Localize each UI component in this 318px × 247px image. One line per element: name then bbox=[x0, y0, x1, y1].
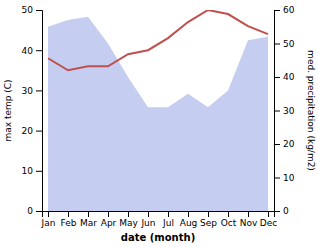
tick-label: 50 bbox=[22, 5, 34, 15]
tick-mark bbox=[274, 144, 280, 145]
tick-label: 50 bbox=[283, 39, 295, 49]
tick-mark bbox=[268, 211, 269, 217]
tick: Mar bbox=[80, 211, 97, 228]
tick-mark bbox=[148, 211, 149, 217]
tick: Jun bbox=[140, 211, 155, 228]
tick: Oct bbox=[221, 211, 237, 228]
tick: 20 bbox=[22, 126, 42, 136]
tick: 10 bbox=[22, 166, 42, 176]
tick-mark bbox=[274, 44, 280, 45]
y2-axis: 0 10 20 30 40 50 60 bbox=[274, 5, 295, 216]
tick-label: 30 bbox=[22, 86, 34, 96]
x-axis-title: date (month) bbox=[121, 232, 195, 243]
tick-mark bbox=[274, 211, 280, 212]
tick-label: 40 bbox=[22, 46, 34, 56]
y2-axis-title: med. precipitation (kg/m2) bbox=[306, 50, 316, 171]
tick: Nov bbox=[240, 211, 258, 228]
tick: 10 bbox=[274, 173, 295, 183]
tick-label: Feb bbox=[61, 218, 77, 228]
tick: Jan bbox=[41, 211, 56, 228]
area bbox=[48, 17, 268, 211]
tick-mark bbox=[274, 77, 280, 78]
tick-mark bbox=[168, 211, 169, 217]
tick: 40 bbox=[22, 46, 42, 56]
tick-mark bbox=[128, 211, 129, 217]
tick-label: 10 bbox=[22, 166, 34, 176]
tick: 0 bbox=[274, 206, 289, 216]
tick: Jul bbox=[162, 211, 174, 228]
tick-label: 0 bbox=[283, 206, 289, 216]
tick: Apr bbox=[101, 211, 117, 228]
tick-mark bbox=[108, 211, 109, 217]
tick: 50 bbox=[22, 5, 42, 15]
tick-label: Apr bbox=[101, 218, 117, 228]
tick-label: 40 bbox=[283, 72, 295, 82]
x-axis: Jan FebMar AprMayJun Jul AugSep OctNovDec bbox=[41, 211, 278, 228]
tick-mark bbox=[36, 90, 42, 91]
tick-mark bbox=[48, 211, 49, 217]
tick-label: 20 bbox=[283, 139, 295, 149]
tick: 30 bbox=[274, 106, 295, 116]
tick-label: Sep bbox=[200, 218, 217, 228]
tick-mark bbox=[274, 10, 280, 11]
tick-mark bbox=[68, 211, 69, 217]
tick-label: Jan bbox=[41, 218, 56, 228]
y-axis: 0 10 20 30 40 50 bbox=[22, 5, 43, 216]
tick-label: 60 bbox=[283, 5, 295, 15]
tick-label: 20 bbox=[22, 126, 34, 136]
axis-line bbox=[43, 212, 275, 218]
tick: 30 bbox=[22, 86, 42, 96]
axis-line bbox=[275, 11, 281, 212]
tick-mark bbox=[36, 50, 42, 51]
tick: 40 bbox=[274, 72, 295, 82]
tick-label: Oct bbox=[221, 218, 237, 228]
chart: Jan FebMar AprMayJun Jul AugSep OctNovDec 0 10 2… bbox=[0, 0, 318, 247]
tick-mark bbox=[274, 178, 280, 179]
tick-label: 30 bbox=[283, 106, 295, 116]
tick: 0 bbox=[27, 206, 42, 216]
tick-label: Dec bbox=[260, 218, 277, 228]
tick-mark bbox=[36, 211, 42, 212]
y-axis-title: max temp (C) bbox=[3, 79, 13, 141]
tick: 20 bbox=[274, 139, 295, 149]
plot-area: Jan FebMar AprMayJun Jul AugSep OctNovDec 0 10 2… bbox=[22, 5, 295, 228]
marks bbox=[48, 10, 268, 211]
tick-label: Nov bbox=[240, 218, 258, 228]
tick-label: Jun bbox=[140, 218, 155, 228]
tick: Sep bbox=[200, 211, 217, 228]
tick-label: Mar bbox=[80, 218, 97, 228]
tick: Feb bbox=[61, 211, 77, 228]
tick: May bbox=[119, 211, 138, 228]
tick-mark bbox=[274, 111, 280, 112]
tick-mark bbox=[188, 211, 189, 217]
tick: 50 bbox=[274, 39, 295, 49]
tick-mark bbox=[248, 211, 249, 217]
tick-mark bbox=[36, 10, 42, 11]
tick-label: 10 bbox=[283, 173, 295, 183]
tick-mark bbox=[228, 211, 229, 217]
tick-label: Aug bbox=[180, 218, 198, 228]
tick-mark bbox=[36, 131, 42, 132]
line bbox=[48, 10, 268, 70]
tick-mark bbox=[36, 171, 42, 172]
axis-line bbox=[36, 11, 43, 212]
tick: Aug bbox=[180, 211, 198, 228]
tick-label: Jul bbox=[162, 218, 174, 228]
tick-mark bbox=[208, 211, 209, 217]
tick: Dec bbox=[260, 211, 277, 228]
tick-mark bbox=[88, 211, 89, 217]
tick-label: 0 bbox=[27, 206, 33, 216]
tick-label: May bbox=[119, 218, 138, 228]
tick: 60 bbox=[274, 5, 295, 15]
